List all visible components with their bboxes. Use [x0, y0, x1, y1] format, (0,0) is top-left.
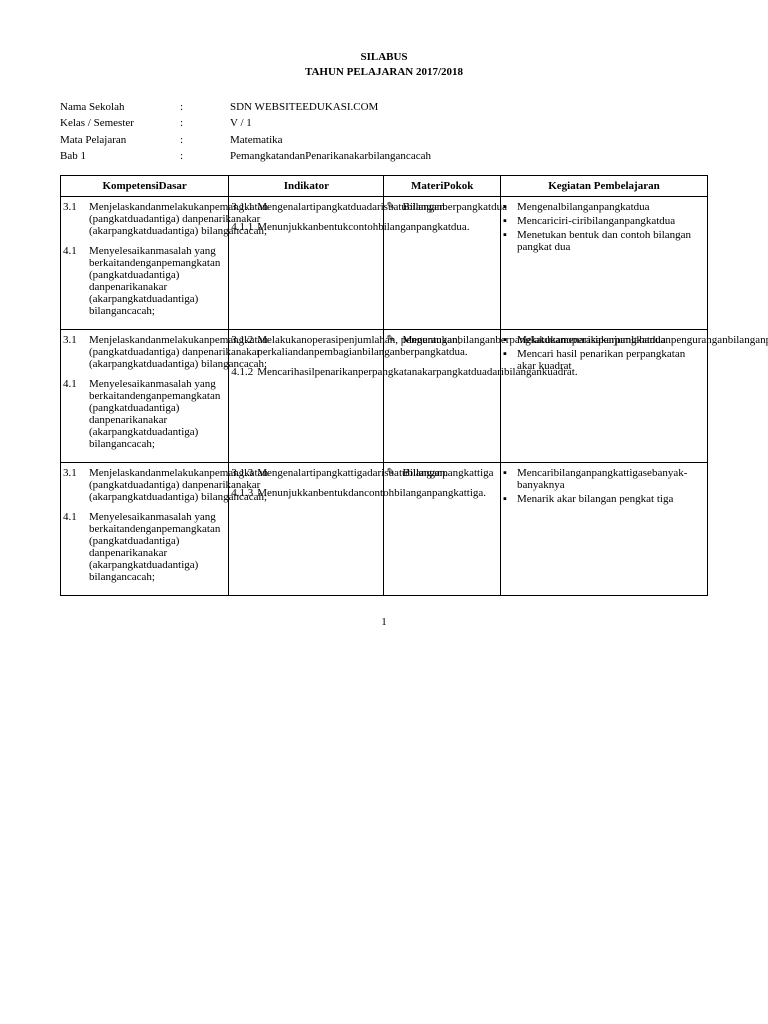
kegiatan-text: Melakukanoperasipenjumlahandanpenguranga…	[517, 334, 768, 346]
kegiatan-item: ▪Menetukan bentuk dan contoh bilangan pa…	[503, 229, 705, 253]
kegiatan-item: ▪Mencaribilanganpangkattigasebanyak-bany…	[503, 467, 705, 491]
kd-number: 4.1	[63, 511, 89, 583]
info-value: SDN WEBSITEEDUKASI.COM	[230, 99, 708, 116]
syllabus-table: KompetensiDasar Indikator MateriPokok Ke…	[60, 175, 708, 596]
kd-text: Menyelesaikanmasalah yang berkaitandenga…	[89, 378, 226, 450]
kd-number: 4.1	[63, 245, 89, 317]
ind-number: 4.1.3	[231, 487, 257, 499]
materi-text: Bilanganpangkattiga	[402, 467, 497, 479]
info-label: Bab 1	[60, 148, 180, 165]
bullet-icon: ▪	[503, 229, 517, 253]
header-kompetensi: KompetensiDasar	[61, 175, 229, 196]
ind-number: 3.1.1	[231, 201, 257, 213]
kegiatan-text: Mengenalbilanganpangkatdua	[517, 201, 705, 213]
info-row: Kelas / Semester:V / 1	[60, 115, 708, 132]
info-label: Nama Sekolah	[60, 99, 180, 116]
cell-kompetensi: 3.1Menjelaskandanmelakukanpemangkatan (p…	[61, 196, 229, 329]
kd-number: 3.1	[63, 334, 89, 370]
info-value: Matematika	[230, 132, 708, 149]
cell-indikator: 3.1.2Melakukanoperasipenjumlahan, pengur…	[229, 329, 384, 462]
kd-number: 3.1	[63, 201, 89, 237]
materi-icon: ✎	[386, 334, 402, 346]
cell-kegiatan: ▪Mengenalbilanganpangkatdua▪Mencariciri-…	[500, 196, 707, 329]
cell-materi: ✎Bilanganpangkattiga	[384, 462, 500, 595]
kegiatan-text: Menetukan bentuk dan contoh bilangan pan…	[517, 229, 705, 253]
document-title: SILABUS TAHUN PELAJARAN 2017/2018	[60, 50, 708, 81]
cell-kegiatan: ▪Mencaribilanganpangkattigasebanyak-bany…	[500, 462, 707, 595]
bullet-icon: ▪	[503, 334, 517, 346]
cell-kompetensi: 3.1Menjelaskandanmelakukanpemangkatan (p…	[61, 462, 229, 595]
info-block: Nama Sekolah:SDN WEBSITEEDUKASI.COMKelas…	[60, 99, 708, 165]
info-colon: :	[180, 99, 230, 116]
header-indikator: Indikator	[229, 175, 384, 196]
header-kegiatan: Kegiatan Pembelajaran	[500, 175, 707, 196]
title-line-2: TAHUN PELAJARAN 2017/2018	[60, 65, 708, 80]
bullet-icon: ▪	[503, 348, 517, 372]
kegiatan-item: ▪Mencariciri-ciribilanganpangkatdua	[503, 215, 705, 227]
kegiatan-text: Mencari hasil penarikan perpangkatan aka…	[517, 348, 705, 372]
table-row: 3.1Menjelaskandanmelakukanpemangkatan (p…	[61, 462, 708, 595]
header-materi: MateriPokok	[384, 175, 500, 196]
kd-number: 4.1	[63, 378, 89, 450]
table-row: 3.1Menjelaskandanmelakukanpemangkatan (p…	[61, 329, 708, 462]
ind-number: 4.1.2	[231, 366, 257, 378]
kd-number: 3.1	[63, 467, 89, 503]
kegiatan-item: ▪Melakukanoperasipenjumlahandanpengurang…	[503, 334, 705, 346]
ind-number: 4.1.1	[231, 221, 257, 233]
bullet-icon: ▪	[503, 493, 517, 505]
info-colon: :	[180, 115, 230, 132]
info-row: Nama Sekolah:SDN WEBSITEEDUKASI.COM	[60, 99, 708, 116]
table-header-row: KompetensiDasar Indikator MateriPokok Ke…	[61, 175, 708, 196]
cell-kegiatan: ▪Melakukanoperasipenjumlahandanpengurang…	[500, 329, 707, 462]
info-label: Mata Pelajaran	[60, 132, 180, 149]
kegiatan-item: ▪Menarik akar bilangan pengkat tiga	[503, 493, 705, 505]
kegiatan-text: Mencariciri-ciribilanganpangkatdua	[517, 215, 705, 227]
cell-kompetensi: 3.1Menjelaskandanmelakukanpemangkatan (p…	[61, 329, 229, 462]
ind-text: Menunjukkanbentukcontohbilanganpangkatdu…	[257, 221, 473, 233]
ind-text: Menunjukkanbentukdancontohbilanganpangka…	[257, 487, 490, 499]
kegiatan-text: Menarik akar bilangan pengkat tiga	[517, 493, 705, 505]
bullet-icon: ▪	[503, 201, 517, 213]
info-row: Mata Pelajaran:Matematika	[60, 132, 708, 149]
kegiatan-item: ▪Mengenalbilanganpangkatdua	[503, 201, 705, 213]
info-value: V / 1	[230, 115, 708, 132]
bullet-icon: ▪	[503, 467, 517, 491]
info-label: Kelas / Semester	[60, 115, 180, 132]
table-row: 3.1Menjelaskandanmelakukanpemangkatan (p…	[61, 196, 708, 329]
ind-number: 3.1.3	[231, 467, 257, 479]
bullet-icon: ▪	[503, 215, 517, 227]
page-number: 1	[60, 616, 708, 628]
materi-icon: ✎	[386, 467, 402, 479]
kegiatan-text: Mencaribilanganpangkattigasebanyak-banya…	[517, 467, 705, 491]
info-value: PemangkatandanPenarikanakarbilangancacah	[230, 148, 708, 165]
title-line-1: SILABUS	[60, 50, 708, 65]
info-colon: :	[180, 132, 230, 149]
kd-text: Menyelesaikanmasalah yang berkaitandenga…	[89, 511, 226, 583]
info-row: Bab 1:PemangkatandanPenarikanakarbilanga…	[60, 148, 708, 165]
ind-number: 3.1.2	[231, 334, 257, 358]
kegiatan-item: ▪Mencari hasil penarikan perpangkatan ak…	[503, 348, 705, 372]
materi-icon: ✎	[386, 201, 402, 213]
cell-materi: ✎Bilanganberpangkatdua	[384, 196, 500, 329]
materi-text: Bilanganberpangkatdua	[402, 201, 506, 213]
kd-text: Menyelesaikanmasalah yang berkaitandenga…	[89, 245, 226, 317]
info-colon: :	[180, 148, 230, 165]
